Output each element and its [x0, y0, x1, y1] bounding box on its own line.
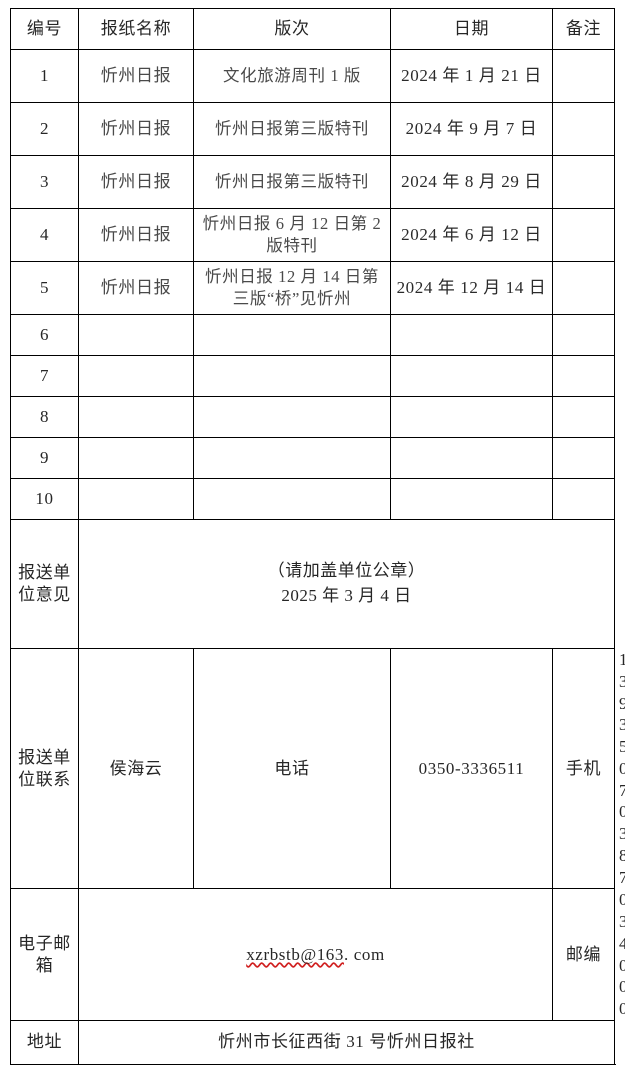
- cell-no: 10: [10, 478, 79, 520]
- cell-name[interactable]: 忻州日报: [78, 102, 194, 156]
- table-row[interactable]: 1 忻州日报 文化旅游周刊 1 版 2024 年 1 月 21 日: [10, 49, 615, 103]
- cell-no: 2: [10, 102, 79, 156]
- table-row[interactable]: 4 忻州日报 忻州日报 6 月 12 日第 2 版特刊 2024 年 6 月 1…: [10, 208, 615, 262]
- email-row: 电子邮箱 xzrbstb@163. com 邮编 034000: [10, 888, 625, 1021]
- table-row[interactable]: 8: [10, 396, 615, 438]
- address-row: 地址 忻州市长征西街 31 号忻州日报社: [10, 1019, 615, 1065]
- column-header-remark: 备注: [552, 8, 615, 50]
- cell-name[interactable]: 忻州日报: [78, 261, 194, 315]
- postcode-label: 邮编: [552, 888, 615, 1021]
- cell-no: 1: [10, 49, 79, 103]
- cell-name[interactable]: [78, 396, 194, 438]
- cell-edition[interactable]: [193, 396, 391, 438]
- table-header: 编号 报纸名称 版次 日期 备注: [10, 8, 615, 50]
- cell-edition[interactable]: [193, 355, 391, 397]
- cell-no: 9: [10, 437, 79, 479]
- email-label: 电子邮箱: [10, 888, 79, 1021]
- document-page: 编号 报纸名称 版次 日期 备注 1 忻州日报 文化旅游周刊 1 版 2024 …: [10, 8, 625, 1065]
- submission-table: 编号 报纸名称 版次 日期 备注 1 忻州日报 文化旅游周刊 1 版 2024 …: [10, 8, 625, 1065]
- cell-date[interactable]: [390, 396, 553, 438]
- contact-person-value[interactable]: 侯海云: [78, 647, 194, 890]
- address-label: 地址: [10, 1019, 79, 1065]
- cell-edition[interactable]: [193, 478, 391, 520]
- header-row: 编号 报纸名称 版次 日期 备注: [10, 8, 615, 50]
- email-tld-part: . com: [344, 944, 385, 964]
- table-row[interactable]: 3 忻州日报 忻州日报第三版特刊 2024 年 8 月 29 日: [10, 155, 615, 209]
- table-row[interactable]: 10: [10, 478, 615, 520]
- cell-date[interactable]: 2024 年 6 月 12 日: [390, 208, 553, 262]
- cell-no: 4: [10, 208, 79, 262]
- cell-name[interactable]: 忻州日报: [78, 155, 194, 209]
- cell-remark[interactable]: [552, 102, 615, 156]
- cell-no: 7: [10, 355, 79, 397]
- table-body: 1 忻州日报 文化旅游周刊 1 版 2024 年 1 月 21 日 2 忻州日报…: [10, 49, 625, 1065]
- cell-date[interactable]: 2024 年 8 月 29 日: [390, 155, 553, 209]
- cell-remark[interactable]: [552, 478, 615, 520]
- contact-label: 报送单位联系: [10, 647, 79, 890]
- address-value[interactable]: 忻州市长征西街 31 号忻州日报社: [78, 1019, 615, 1065]
- cell-remark[interactable]: [552, 314, 615, 356]
- opinion-row: 报送单位意见 （请加盖单位公章） 2025 年 3 月 4 日: [10, 519, 615, 649]
- table-row[interactable]: 9: [10, 437, 615, 479]
- table-row[interactable]: 7: [10, 355, 615, 397]
- cell-edition[interactable]: 忻州日报第三版特刊: [193, 102, 391, 156]
- cell-date[interactable]: [390, 478, 553, 520]
- cell-no: 8: [10, 396, 79, 438]
- table-row[interactable]: 5 忻州日报 忻州日报 12 月 14 日第三版“桥”见忻州 2024 年 12…: [10, 261, 615, 315]
- cell-remark[interactable]: [552, 49, 615, 103]
- cell-edition[interactable]: [193, 437, 391, 479]
- cell-date[interactable]: [390, 437, 553, 479]
- table-row[interactable]: 6: [10, 314, 615, 356]
- column-header-edition: 版次: [193, 8, 391, 50]
- cell-edition[interactable]: 忻州日报 6 月 12 日第 2 版特刊: [193, 208, 391, 262]
- cell-no: 3: [10, 155, 79, 209]
- cell-date[interactable]: [390, 355, 553, 397]
- cell-remark[interactable]: [552, 355, 615, 397]
- column-header-date: 日期: [390, 8, 553, 50]
- cell-edition[interactable]: 文化旅游周刊 1 版: [193, 49, 391, 103]
- cell-name[interactable]: 忻州日报: [78, 49, 194, 103]
- cell-name[interactable]: [78, 437, 194, 479]
- opinion-body[interactable]: （请加盖单位公章） 2025 年 3 月 4 日: [78, 519, 615, 649]
- cell-remark[interactable]: [552, 155, 615, 209]
- cell-remark[interactable]: [552, 261, 615, 315]
- cell-no: 6: [10, 314, 79, 356]
- cell-name[interactable]: [78, 314, 194, 356]
- cell-date[interactable]: 2024 年 9 月 7 日: [390, 102, 553, 156]
- cell-edition[interactable]: [193, 314, 391, 356]
- table-row[interactable]: 2 忻州日报 忻州日报第三版特刊 2024 年 9 月 7 日: [10, 102, 615, 156]
- cell-edition[interactable]: 忻州日报第三版特刊: [193, 155, 391, 209]
- cell-edition[interactable]: 忻州日报 12 月 14 日第三版“桥”见忻州: [193, 261, 391, 315]
- cell-name[interactable]: 忻州日报: [78, 208, 194, 262]
- stamp-date: 2025 年 3 月 4 日: [281, 586, 412, 605]
- column-header-no: 编号: [10, 8, 79, 50]
- cell-name[interactable]: [78, 478, 194, 520]
- contact-row: 报送单位联系 侯海云 电话 0350-3336511 手机 1393507038…: [10, 647, 625, 890]
- cell-remark[interactable]: [552, 208, 615, 262]
- phone-label: 电话: [193, 647, 391, 890]
- stamp-note: （请加盖单位公章）: [267, 561, 426, 581]
- opinion-label: 报送单位意见: [10, 519, 79, 649]
- cell-remark[interactable]: [552, 437, 615, 479]
- mobile-label: 手机: [552, 647, 615, 890]
- cell-no: 5: [10, 261, 79, 315]
- cell-date[interactable]: 2024 年 1 月 21 日: [390, 49, 553, 103]
- phone-value[interactable]: 0350-3336511: [390, 647, 553, 890]
- column-header-name: 报纸名称: [78, 8, 194, 50]
- email-local-part: xzrbstb@163: [246, 944, 345, 964]
- cell-remark[interactable]: [552, 396, 615, 438]
- email-value[interactable]: xzrbstb@163. com: [78, 888, 553, 1021]
- cell-date[interactable]: [390, 314, 553, 356]
- cell-name[interactable]: [78, 355, 194, 397]
- cell-date[interactable]: 2024 年 12 月 14 日: [390, 261, 553, 315]
